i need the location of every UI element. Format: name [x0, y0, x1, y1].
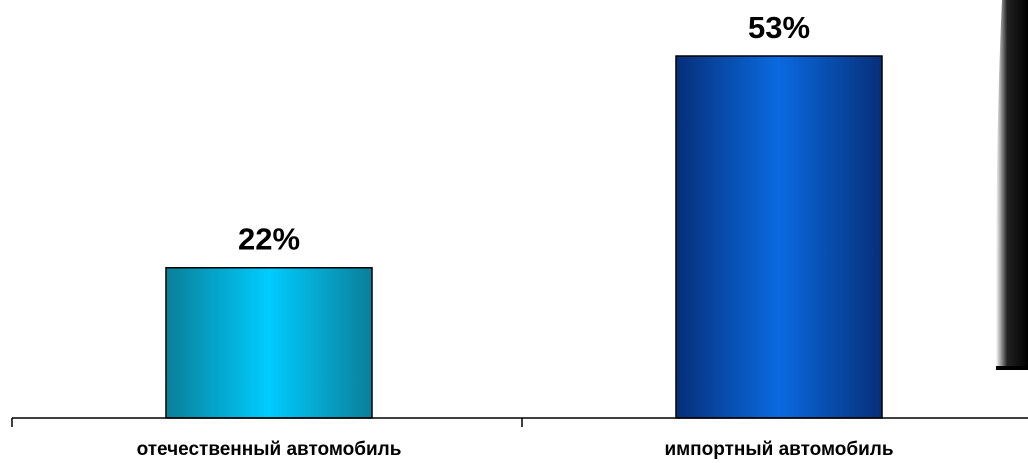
bar-2: [675, 55, 883, 419]
data-label-2: 53%: [748, 10, 810, 45]
x-axis: [11, 417, 1028, 427]
labels-layer: 22% отечественный автомобиль 53% импортный …: [137, 10, 894, 460]
bars-layer: [165, 55, 883, 419]
x-tick-label-1: отечественный автомобиль: [137, 439, 402, 460]
decorative-photo: [995, 0, 1028, 370]
x-tick-label-2: импортный автомобиль: [664, 439, 893, 460]
data-label-1: 22%: [238, 222, 300, 257]
bar-1: [165, 266, 373, 419]
